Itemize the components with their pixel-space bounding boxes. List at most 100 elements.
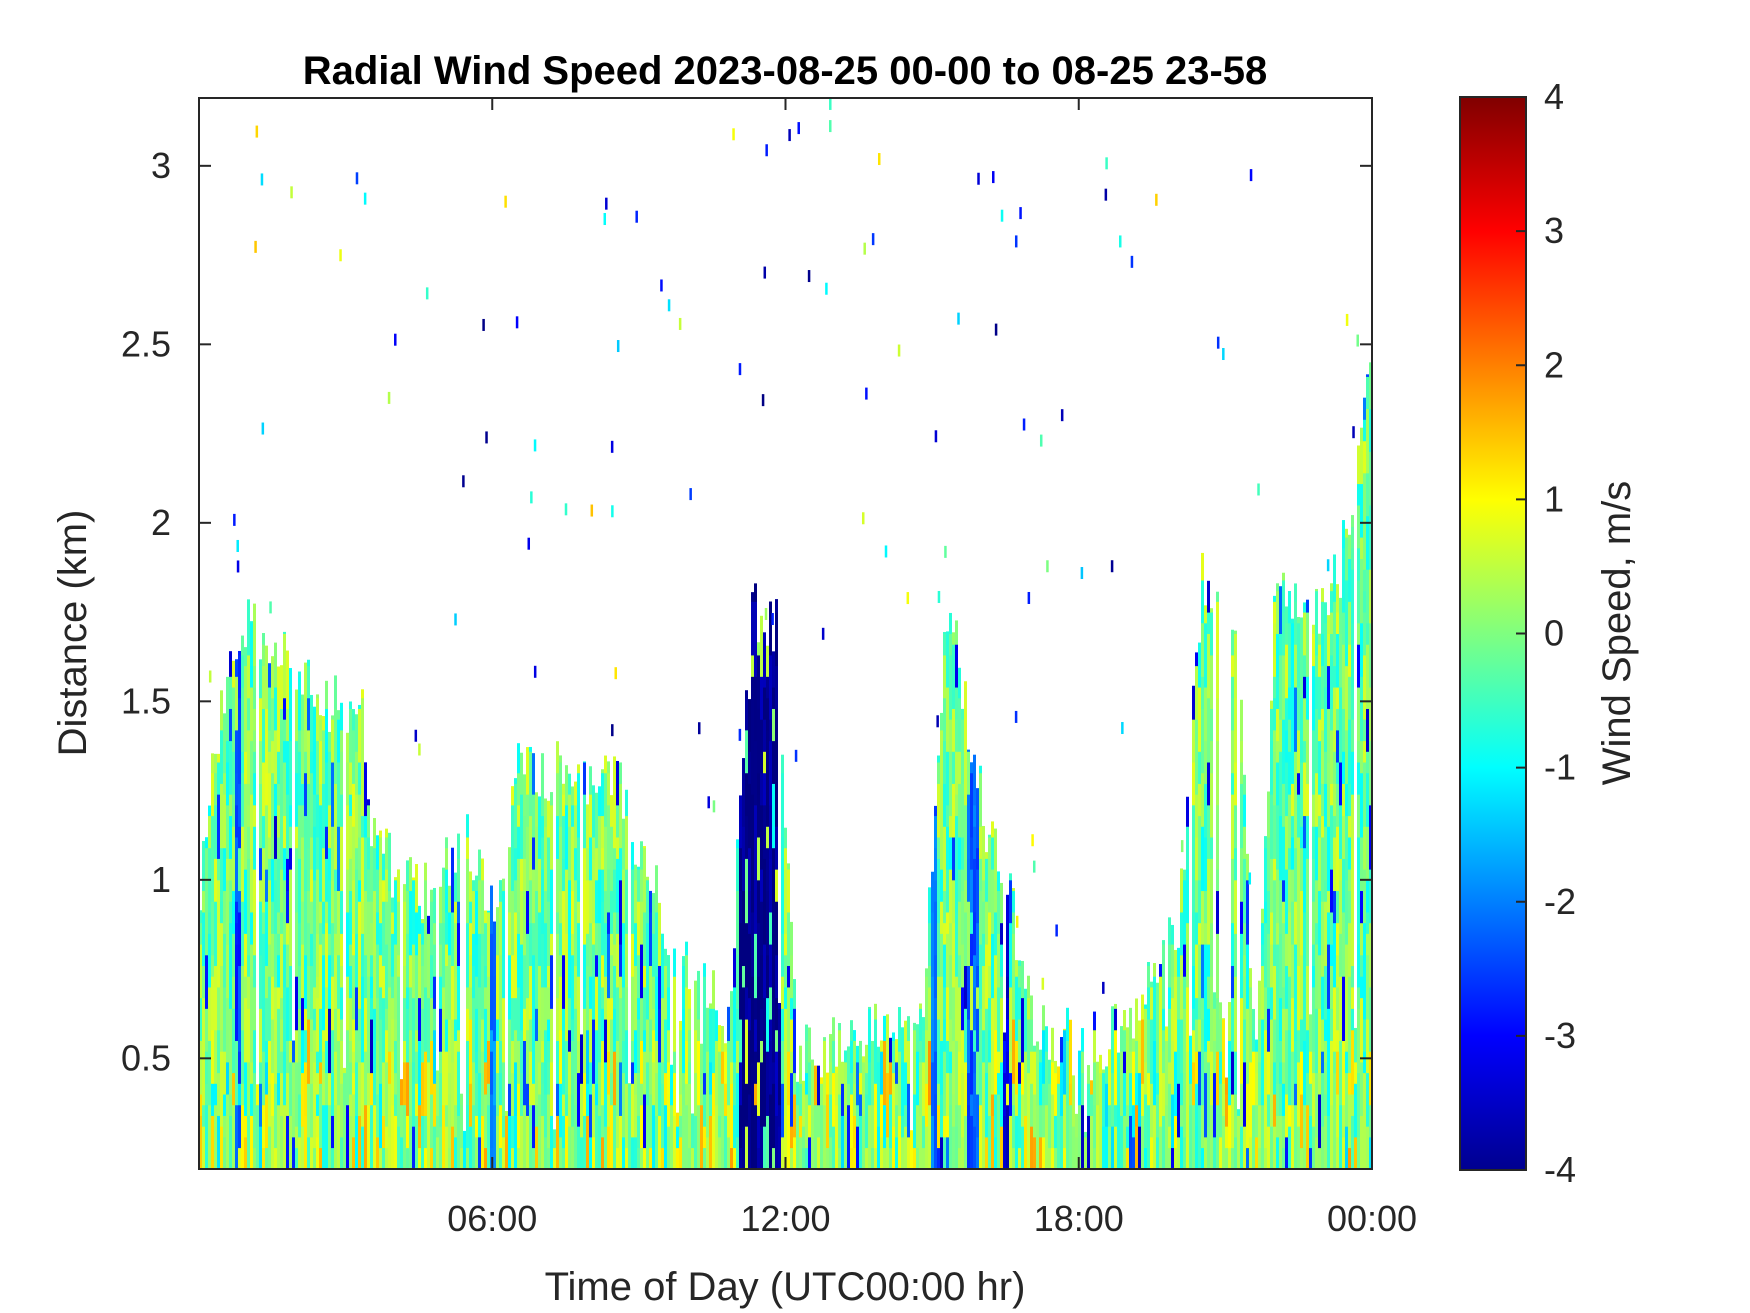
heatmap-cell: [325, 901, 328, 924]
heatmap-cell: [880, 1136, 883, 1169]
heatmap-cell: [373, 818, 376, 849]
heatmap-cell: [241, 772, 244, 827]
heatmap-cell: [757, 836, 760, 881]
heatmap-cell: [1366, 847, 1369, 881]
heatmap-cell: [1081, 1104, 1084, 1169]
heatmap-cell: [784, 933, 787, 956]
heatmap-cell: [1258, 1019, 1261, 1063]
heatmap-cell: [199, 944, 202, 999]
heatmap-cell: [1168, 1061, 1171, 1084]
heatmap-cell: [220, 783, 223, 849]
heatmap-cell: [511, 847, 514, 892]
heatmap-cell: [472, 1061, 475, 1106]
heatmap-cell: [1036, 1051, 1039, 1106]
heatmap-cell: [886, 1014, 889, 1074]
heatmap-cell: [544, 1029, 547, 1095]
heatmap-cell: [640, 869, 643, 902]
heatmap-cell: [565, 765, 568, 806]
heatmap-cell: [394, 1072, 397, 1095]
heatmap-cell: [1270, 1061, 1273, 1127]
heatmap-cell: [526, 747, 529, 795]
heatmap-cell: [598, 922, 601, 956]
heatmap-cell: [487, 1083, 490, 1106]
heatmap-cell: [1102, 1126, 1105, 1169]
heatmap-cell: [946, 954, 949, 988]
heatmap-cell: [826, 1094, 829, 1149]
heatmap-cell: [262, 1104, 265, 1149]
heatmap-cell: [757, 642, 760, 656]
heatmap-cell: [601, 1040, 604, 1106]
heatmap-cell: [1180, 911, 1183, 956]
heatmap-cell: [619, 783, 622, 849]
heatmap-cell: [1204, 922, 1207, 945]
heatmap-cell: [964, 1008, 967, 1063]
heatmap-cell: [274, 815, 277, 859]
heatmap-cell: [640, 944, 643, 999]
heatmap-cell: [250, 1029, 253, 1063]
heatmap-cell: [955, 911, 958, 977]
heatmap-cell: [1366, 933, 1369, 956]
heatmap-cell: [331, 1115, 334, 1149]
heatmap-cell: [637, 997, 640, 1020]
heatmap-cell: [1300, 1019, 1303, 1052]
heatmap-cell: [949, 836, 952, 870]
heatmap-cell: [1330, 1040, 1333, 1074]
heatmap-cell: [1327, 890, 1330, 913]
heatmap-cell: [649, 1019, 652, 1052]
heatmap-cell: [742, 890, 745, 924]
heatmap-cell: [934, 430, 938, 443]
heatmap-cell: [1321, 601, 1324, 634]
heatmap-cell: [322, 954, 325, 988]
heatmap-cell: [1132, 1104, 1135, 1138]
heatmap-cell: [202, 965, 205, 999]
heatmap-cell: [1282, 1061, 1285, 1084]
heatmap-cell: [1261, 1019, 1264, 1041]
heatmap-cell: [1297, 1029, 1300, 1063]
heatmap-cell: [1090, 1080, 1093, 1095]
heatmap-cell: [982, 1126, 985, 1169]
heatmap-cell: [571, 786, 574, 806]
heatmap-cell: [325, 954, 328, 988]
heatmap-cell: [316, 1094, 319, 1116]
heatmap-cell: [1300, 762, 1303, 827]
heatmap-cell: [340, 1083, 343, 1138]
heatmap-cell: [754, 1083, 757, 1106]
heatmap-cell: [757, 976, 760, 1020]
heatmap-cell: [583, 761, 586, 763]
heatmap-cell: [982, 933, 985, 967]
heatmap-cell: [358, 879, 361, 902]
heatmap-cell: [586, 847, 589, 881]
heatmap-cell: [943, 1019, 946, 1052]
heatmap-cell: [1231, 794, 1234, 859]
heatmap-cell: [442, 879, 445, 924]
heatmap-cell: [619, 1115, 622, 1169]
heatmap-cell: [787, 1104, 790, 1169]
heatmap-cell: [634, 922, 637, 967]
heatmap-cell: [1105, 157, 1108, 170]
heatmap-cell: [286, 890, 289, 924]
heatmap-cell: [1201, 552, 1204, 581]
heatmap-cell: [1282, 783, 1285, 827]
heatmap-cell: [529, 879, 532, 924]
heatmap-cell: [313, 826, 316, 881]
heatmap-cell: [271, 1072, 274, 1116]
heatmap-cell: [550, 1008, 553, 1063]
heatmap-cell: [616, 1061, 619, 1116]
heatmap-cell: [448, 1072, 451, 1095]
heatmap-cell: [253, 603, 256, 667]
heatmap-cell: [232, 976, 235, 1009]
heatmap-cell: [970, 933, 973, 967]
heatmap-cell: [973, 1126, 976, 1169]
heatmap-cell: [1321, 588, 1324, 602]
heatmap-cell: [277, 986, 280, 1009]
heatmap-cell: [1333, 665, 1336, 688]
heatmap-cell: [1104, 188, 1108, 201]
heatmap-cell: [856, 1045, 859, 1063]
heatmap-cell: [775, 665, 778, 709]
heatmap-cell: [850, 1020, 853, 1041]
heatmap-cell: [307, 1019, 310, 1084]
heatmap-cell: [1054, 1147, 1057, 1169]
heatmap-cell: [298, 772, 301, 806]
heatmap-cell: [202, 1126, 205, 1169]
heatmap-cell: [1162, 1051, 1165, 1074]
